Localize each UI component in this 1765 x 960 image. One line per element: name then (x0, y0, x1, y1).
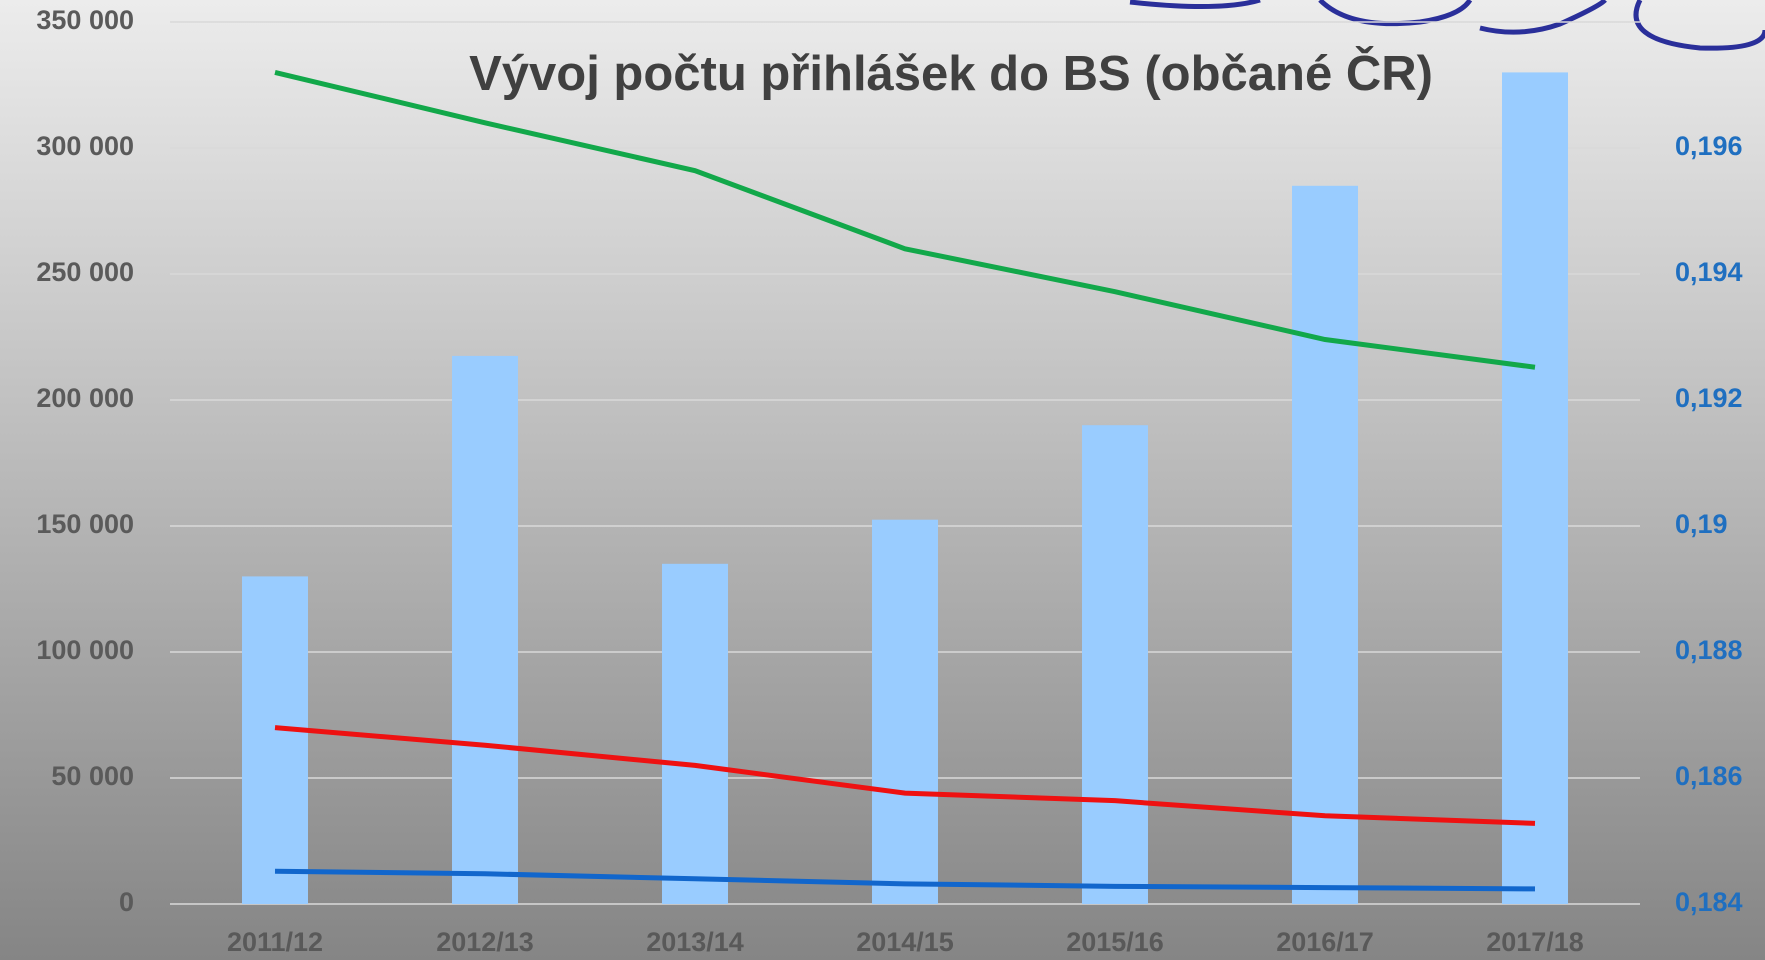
x-tick-label: 2012/13 (436, 927, 534, 957)
x-tick-label: 2013/14 (646, 927, 744, 957)
bar (872, 520, 938, 904)
bar (452, 356, 518, 904)
x-tick-label: 2011/12 (227, 927, 323, 957)
y-tick-label: 100 000 (36, 635, 134, 665)
x-tick-label: 2015/16 (1066, 927, 1164, 957)
chart: Vývoj počtu přihlášek do BS (občané ČR) … (0, 0, 1765, 960)
y2-tick-label: 0,19 (1675, 509, 1728, 539)
y-tick-label: 0 (119, 887, 134, 917)
bar (662, 564, 728, 904)
bar (1082, 425, 1148, 904)
y2-tick-label: 0,184 (1675, 887, 1743, 917)
x-tick-label: 2014/15 (856, 927, 954, 957)
chart-title: Vývoj počtu přihlášek do BS (občané ČR) (469, 46, 1433, 101)
y2-tick-label: 0,196 (1675, 131, 1743, 161)
y-tick-label: 350 000 (36, 5, 134, 35)
y2-tick-label: 0,188 (1675, 635, 1743, 665)
y-tick-label: 250 000 (36, 257, 134, 287)
page: {"chart_data": { "type": "bar-line", "ti… (0, 0, 1765, 960)
y2-tick-label: 0,192 (1675, 383, 1743, 413)
x-tick-label: 2017/18 (1486, 927, 1584, 957)
y2-tick-label: 0,194 (1675, 257, 1743, 287)
y-tick-label: 50 000 (51, 761, 134, 791)
bar (1502, 72, 1568, 904)
y-tick-label: 150 000 (36, 509, 134, 539)
y-tick-label: 300 000 (36, 131, 134, 161)
bar (242, 576, 308, 904)
y-tick-label: 200 000 (36, 383, 134, 413)
x-tick-label: 2016/17 (1276, 927, 1374, 957)
y2-tick-label: 0,186 (1675, 761, 1743, 791)
bar (1292, 186, 1358, 904)
